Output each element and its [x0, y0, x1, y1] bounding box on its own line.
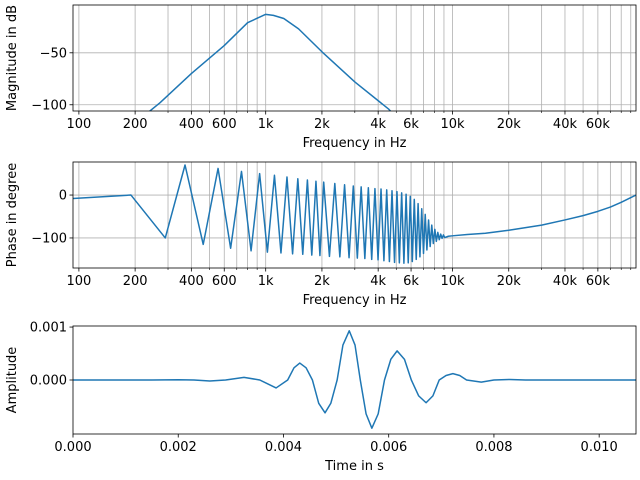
x-tick-label: 20k	[497, 117, 522, 132]
axes-frame	[72, 161, 637, 269]
y-tick-label: −100	[31, 231, 67, 246]
x-axis-label: Frequency in Hz	[303, 293, 407, 308]
grid	[73, 5, 636, 111]
x-tick-label: 60k	[586, 117, 611, 132]
x-tick-label: 100	[66, 274, 91, 289]
x-axis-label: Time in s	[324, 459, 384, 474]
x-tick-label: 100	[66, 117, 91, 132]
x-tick-label: 0.008	[475, 440, 512, 455]
x-tick-label: 400	[179, 117, 204, 132]
x-axis-label: Frequency in Hz	[303, 136, 407, 151]
x-tick-label: 2k	[314, 274, 330, 289]
x-tick-label: 600	[212, 274, 237, 289]
x-tick-label: 6k	[403, 274, 419, 289]
x-tick-label: 40k	[553, 117, 578, 132]
x-tick-label: 4k	[370, 274, 386, 289]
y-tick-label: −50	[40, 46, 67, 61]
y-axis-label: Magnitude in dB	[5, 5, 20, 111]
axes-frame	[72, 4, 637, 112]
y-axis-label: Amplitude	[5, 347, 20, 414]
y-tick-label: −100	[31, 98, 67, 113]
x-tick-label: 0.002	[160, 440, 197, 455]
y-tick-label: 0	[59, 189, 67, 204]
x-tick-label: 200	[123, 117, 148, 132]
x-tick-label: 2k	[314, 117, 330, 132]
grid	[73, 162, 636, 268]
y-tick-label: 0.000	[30, 374, 67, 389]
x-tick-label: 6k	[403, 117, 419, 132]
x-tick-label: 1k	[258, 117, 274, 132]
data-line	[148, 13, 392, 111]
plot-area	[148, 13, 392, 111]
x-tick-label: 600	[212, 117, 237, 132]
x-tick-label: 4k	[370, 117, 386, 132]
x-tick-label: 60k	[586, 274, 611, 289]
x-tick-label: 20k	[497, 274, 522, 289]
x-tick-label: 0.000	[54, 440, 91, 455]
x-tick-label: 10k	[440, 117, 465, 132]
x-tick-label: 0.010	[581, 440, 618, 455]
data-line	[73, 164, 636, 265]
x-tick-label: 40k	[553, 274, 578, 289]
plot-area	[73, 164, 636, 265]
y-tick-label: 0.001	[30, 321, 67, 336]
x-tick-label: 400	[179, 274, 204, 289]
y-axis-label: Phase in degree	[5, 163, 20, 268]
x-tick-label: 0.004	[265, 440, 302, 455]
x-tick-label: 0.006	[370, 440, 407, 455]
x-tick-label: 200	[123, 274, 148, 289]
data-line	[73, 330, 636, 429]
axes-frame	[72, 325, 637, 435]
x-tick-label: 1k	[258, 274, 274, 289]
x-tick-label: 10k	[440, 274, 465, 289]
plot-area	[73, 330, 636, 429]
